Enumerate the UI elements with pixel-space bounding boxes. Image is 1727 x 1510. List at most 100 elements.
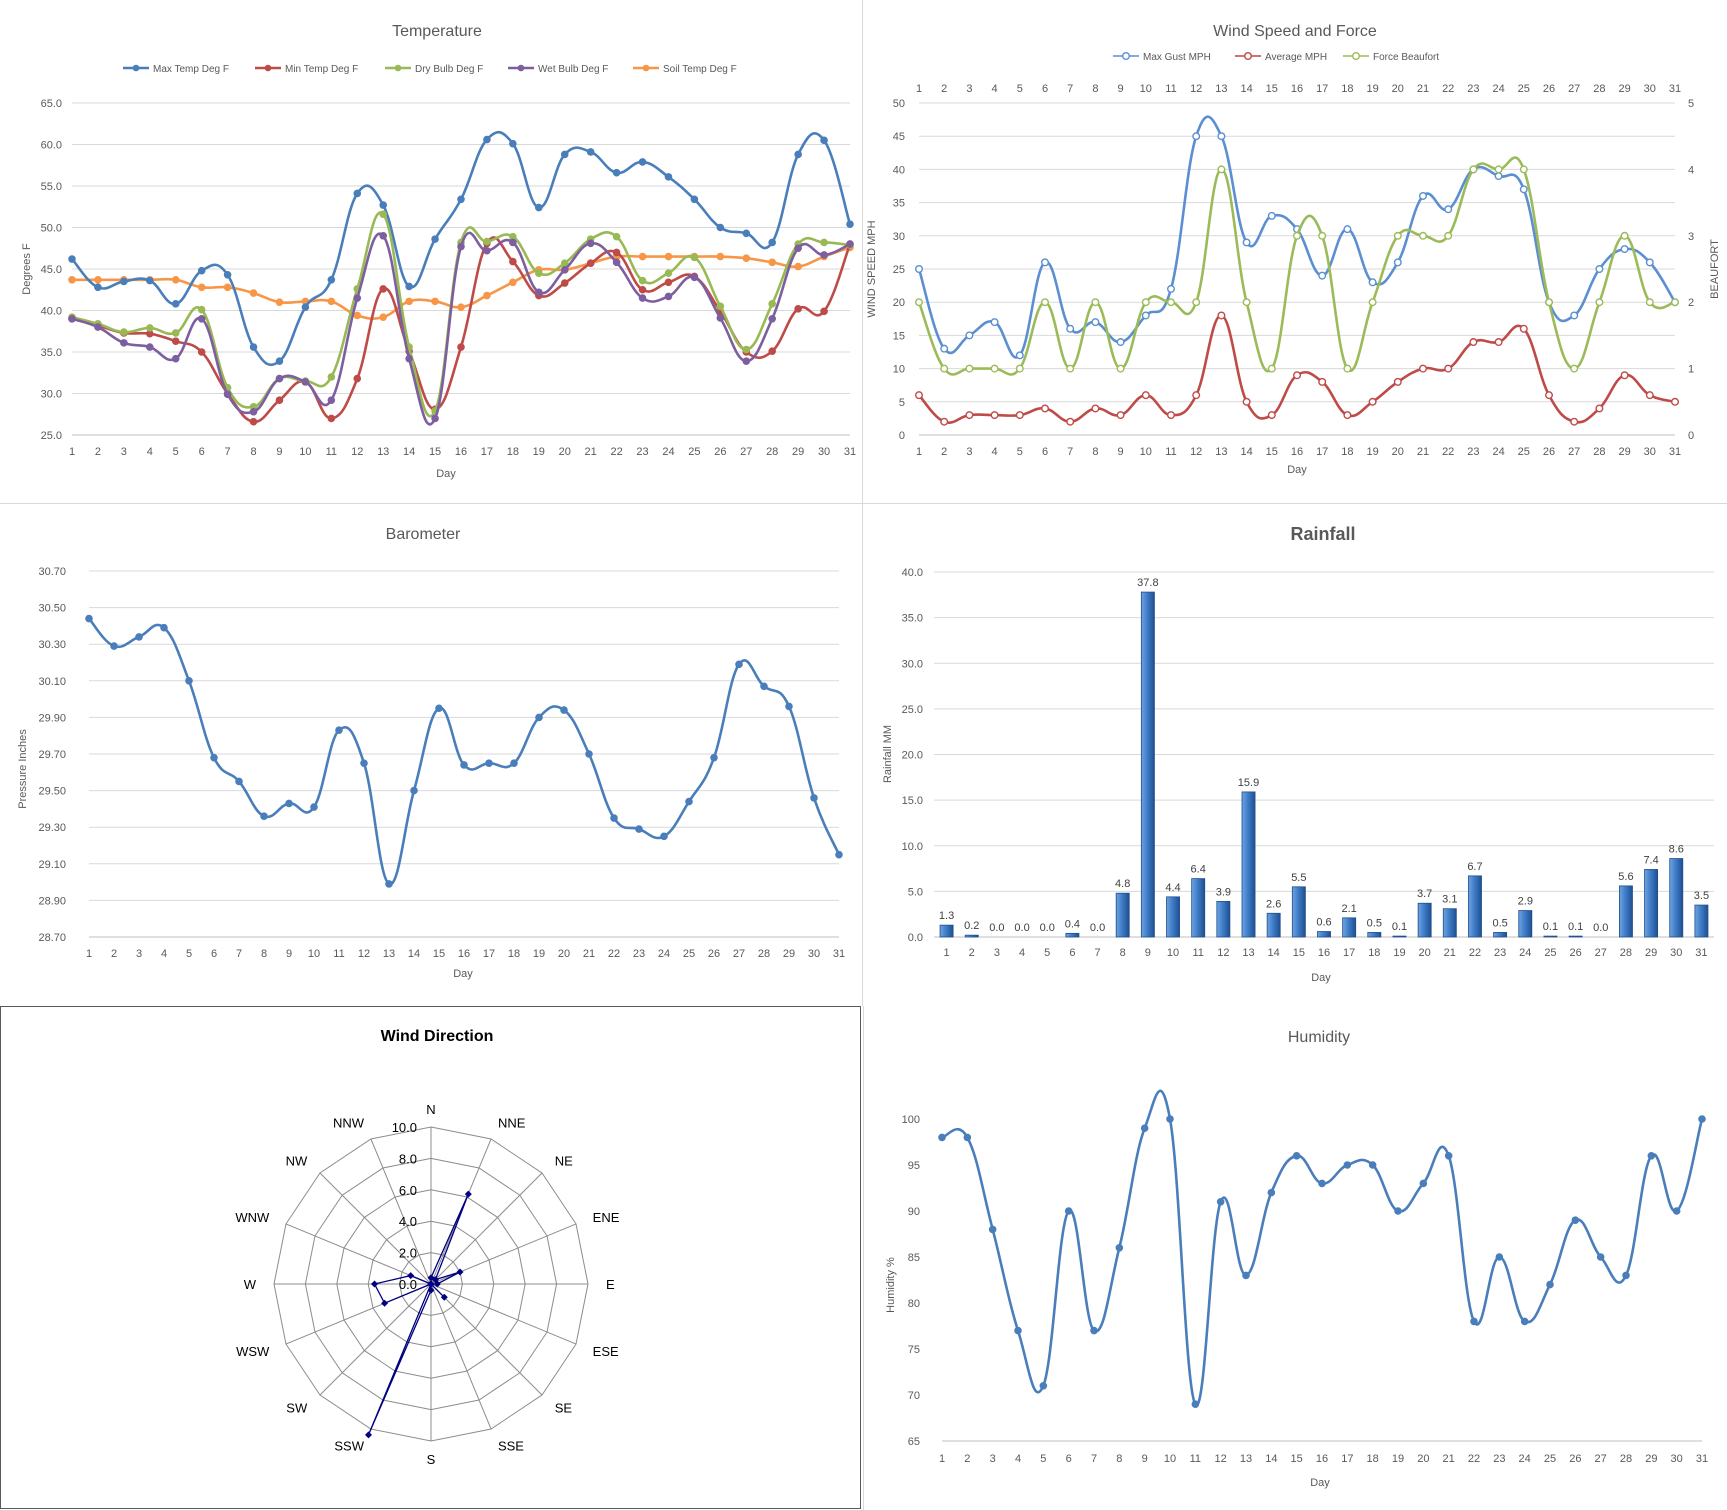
- temp-series-2-point: [768, 300, 777, 308]
- wind-series-0-point: [1116, 338, 1125, 347]
- rainfall-data-label: 7.4: [1643, 854, 1658, 866]
- temp-series-3-point: [586, 239, 595, 248]
- y-tick-label: 29.70: [38, 749, 66, 761]
- wind-series-1-point: [1545, 391, 1554, 400]
- x-tick-label: 18: [508, 948, 520, 960]
- wind-direction-point: [433, 1280, 441, 1288]
- temp-series-0-point: [353, 189, 362, 198]
- barometer-series-point: [435, 704, 443, 713]
- y-tick-label: 45.0: [41, 264, 62, 276]
- x-tick-label: 3: [121, 446, 127, 458]
- temp-series-1-point: [275, 396, 284, 404]
- temp-series-1-point: [768, 347, 777, 355]
- temp-series-3-point: [664, 292, 673, 301]
- x-top-tick-label: 11: [1165, 83, 1176, 95]
- wind-series-1-point: [1242, 397, 1251, 406]
- radial-tick-label: 10.0: [392, 1120, 417, 1135]
- humidity-series-point: [1495, 1253, 1504, 1261]
- x-tick-label: 20: [1417, 1453, 1429, 1465]
- chart-title: Wind Speed and Force: [1213, 23, 1377, 40]
- rainfall-bar: [1317, 931, 1331, 938]
- x-tick-label: 12: [358, 948, 370, 960]
- wind-series-0-point: [965, 331, 974, 340]
- x-tick-label: 27: [733, 948, 745, 960]
- y-tick-label: 55.0: [41, 181, 62, 193]
- temp-series-2-point: [379, 210, 388, 219]
- humidity-series-line: [941, 1089, 1704, 1407]
- temp-series-4-point: [379, 313, 388, 321]
- legend-swatch-marker: [394, 64, 402, 72]
- x-top-tick-label: 5: [1017, 83, 1023, 95]
- barometer-series-point: [335, 726, 343, 735]
- temp-series-2-point: [535, 269, 543, 277]
- temp-series-1-point: [509, 257, 517, 266]
- humidity-series-point: [1546, 1280, 1554, 1289]
- x-tick-label: 20: [1392, 446, 1404, 458]
- humidity-series-point: [1394, 1207, 1402, 1215]
- temp-series-1-point: [197, 348, 206, 356]
- wind-series-2-point: [1645, 298, 1654, 307]
- wind-series-2-point: [965, 364, 974, 373]
- x-tick-label: 9: [286, 948, 292, 960]
- legend-label: Max Gust MPH: [1143, 52, 1211, 63]
- x-tick-label: 12: [1215, 1453, 1227, 1465]
- temp-series-3-point: [405, 354, 413, 363]
- x-tick-label: 19: [533, 446, 545, 458]
- y-tick-label: 29.30: [38, 822, 66, 834]
- y-tick-label: 60.0: [41, 140, 62, 152]
- rainfall-data-label: 2.6: [1266, 898, 1281, 910]
- x-tick-label: 21: [1417, 446, 1429, 458]
- temp-series-0-point: [560, 150, 569, 159]
- barometer-series-point: [835, 850, 843, 859]
- wind-series-1-point: [1444, 364, 1453, 373]
- x-tick-label: 15: [1291, 1453, 1303, 1465]
- chart-title: Wind Direction: [381, 1028, 494, 1045]
- x-top-tick-label: 28: [1593, 83, 1605, 95]
- temp-series-0-point: [690, 195, 699, 204]
- temp-series-0-point: [197, 266, 206, 275]
- rainfall-data-label: 0.6: [1316, 917, 1331, 929]
- y2-tick-label: 3: [1688, 231, 1694, 243]
- humidity-series-point: [1698, 1115, 1706, 1123]
- x-top-tick-label: 12: [1190, 83, 1202, 95]
- legend-swatch-marker: [1244, 52, 1253, 61]
- x-axis-label: Day: [453, 968, 473, 980]
- temp-series-0-point: [638, 158, 647, 166]
- wind-series-2-point: [990, 364, 999, 373]
- rainfall-data-label: 1.3: [939, 910, 954, 922]
- x-tick-label: 30: [1670, 947, 1682, 959]
- wind-series-1-point: [1494, 338, 1503, 347]
- y-tick-label: 100: [902, 1114, 920, 1126]
- direction-label: NE: [555, 1153, 573, 1168]
- temp-series-4-point: [249, 289, 258, 297]
- x-tick-label: 19: [1392, 1453, 1404, 1465]
- rainfall-bar: [1442, 908, 1457, 938]
- x-tick-label: 30: [818, 446, 830, 458]
- x-tick-label: 12: [1217, 947, 1229, 959]
- x-tick-label: 10: [308, 948, 320, 960]
- rainfall-bar: [1644, 869, 1659, 938]
- y-tick-label: 50: [893, 98, 905, 110]
- x-top-tick-label: 29: [1618, 83, 1630, 95]
- rainfall-data-label: 0.0: [1014, 922, 1029, 934]
- x-top-tick-label: 4: [992, 83, 998, 95]
- barometer-series-point: [485, 759, 493, 767]
- barometer-series-point: [660, 832, 668, 841]
- x-tick-label: 11: [1165, 446, 1176, 458]
- temp-series-4-point: [794, 262, 802, 271]
- y-tick-label: 30: [893, 231, 905, 243]
- radar-spoke: [430, 1283, 492, 1430]
- legend-label: Max Temp Deg F: [153, 64, 229, 75]
- x-tick-label: 20: [1419, 947, 1431, 959]
- rainfall-bar: [939, 924, 954, 938]
- temp-series-2-point: [171, 329, 180, 337]
- temp-series-3-point: [457, 242, 465, 251]
- humidity-series-point: [938, 1133, 946, 1142]
- x-top-tick-label: 17: [1316, 83, 1328, 95]
- x-top-tick-label: 8: [1092, 83, 1098, 95]
- x-tick-label: 18: [1341, 446, 1353, 458]
- humidity-series-point: [1242, 1271, 1250, 1280]
- x-tick-label: 18: [1368, 947, 1380, 959]
- x-tick-label: 31: [1696, 1453, 1708, 1465]
- wind-direction-point: [371, 1280, 378, 1288]
